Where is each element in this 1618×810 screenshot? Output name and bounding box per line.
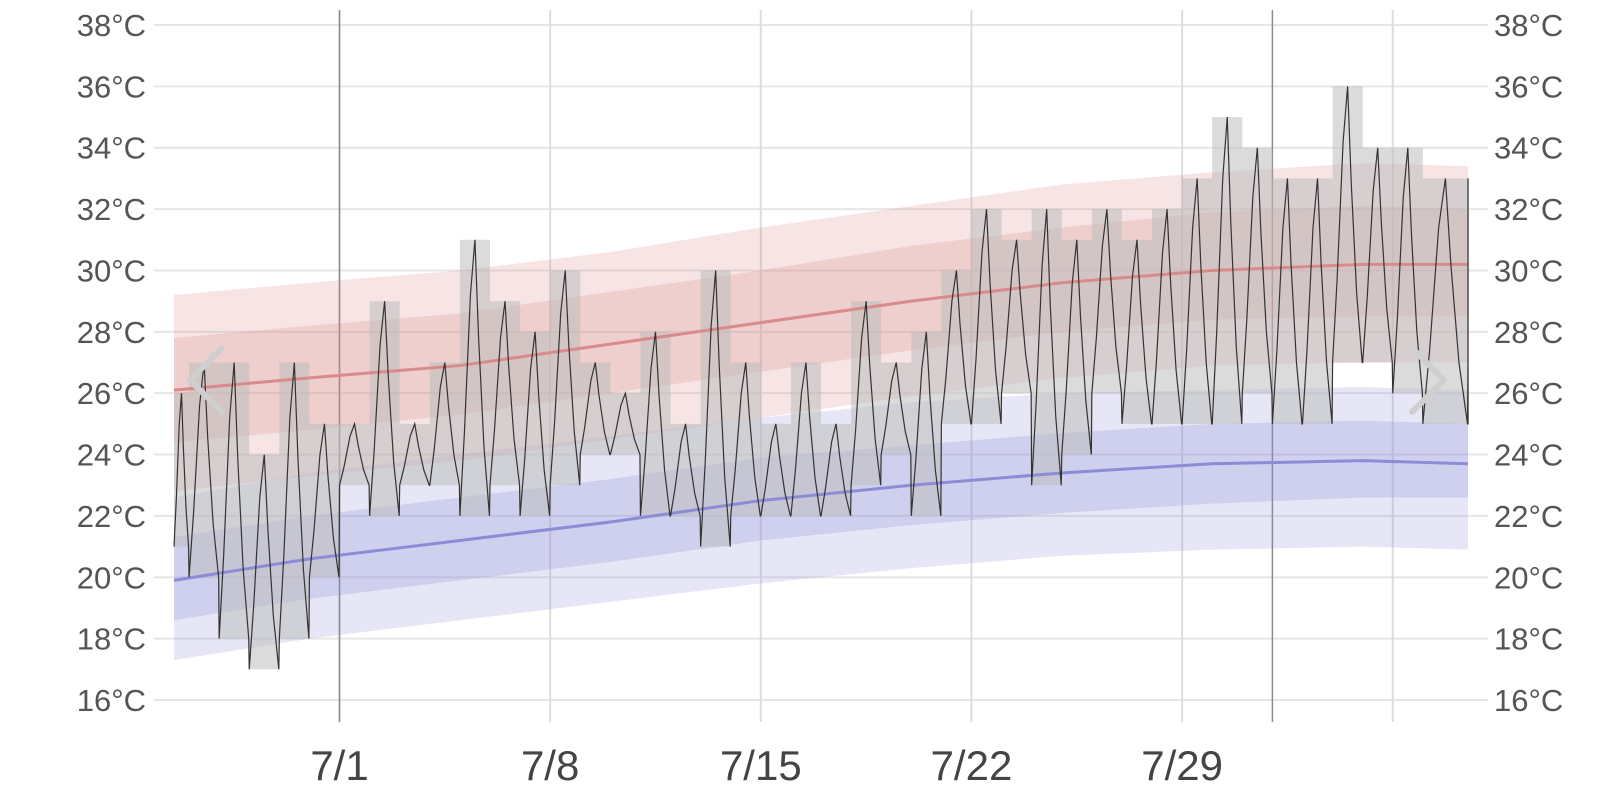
observed-day-range bbox=[670, 423, 701, 516]
observed-day-range bbox=[1061, 239, 1092, 455]
observed-day-range bbox=[1332, 86, 1363, 363]
next-button[interactable] bbox=[1409, 345, 1447, 415]
observed-day-range bbox=[309, 423, 340, 578]
observed-day-range bbox=[369, 301, 400, 516]
chevron-left-icon bbox=[187, 345, 225, 415]
y-tick-label-right: 20°C bbox=[1494, 560, 1563, 595]
y-tick-label-left: 16°C bbox=[77, 683, 146, 718]
observed-day-range bbox=[339, 423, 370, 486]
normal-low-inner-band bbox=[174, 420, 1468, 621]
observed-day-range bbox=[700, 270, 731, 547]
observed-day-range bbox=[219, 362, 250, 639]
observed-day-range bbox=[580, 362, 611, 455]
y-tick-label-left: 28°C bbox=[77, 315, 146, 350]
y-axis-right: 16°C 18°C 20°C 22°C 24°C 26°C 28°C 30°C 32°C 34°C… bbox=[1494, 8, 1563, 718]
observed-day-range bbox=[911, 331, 942, 516]
y-tick-label-left: 34°C bbox=[77, 131, 146, 166]
normal-low-mean-line bbox=[173, 459, 1469, 582]
observed-day-range bbox=[851, 301, 882, 486]
y-tick-label-right: 16°C bbox=[1494, 683, 1563, 718]
y-axis-left: 16°C 18°C 20°C 22°C 24°C 26°C 28°C 30°C 32°C 34°C… bbox=[77, 8, 146, 718]
y-tick-label-left: 36°C bbox=[77, 69, 146, 104]
y-tick-label-right: 36°C bbox=[1494, 69, 1563, 104]
observed-day-range bbox=[1001, 239, 1032, 394]
y-tick-label-left: 24°C bbox=[77, 438, 146, 473]
observed-day-range bbox=[399, 423, 430, 486]
y-tick-label-left: 22°C bbox=[77, 499, 146, 534]
observed-day-range bbox=[279, 362, 310, 639]
normal-high-mean-line bbox=[173, 262, 1468, 392]
x-tick-label: 7/8 bbox=[521, 742, 579, 789]
y-tick-label-right: 32°C bbox=[1494, 192, 1563, 227]
observed-day-range bbox=[174, 393, 190, 547]
prev-button[interactable] bbox=[187, 345, 225, 415]
observed-day-range bbox=[249, 454, 280, 670]
observed-day-range bbox=[760, 423, 791, 516]
y-tick-label-left: 38°C bbox=[77, 8, 146, 43]
observed-day-range bbox=[610, 393, 641, 455]
y-tick-label-right: 30°C bbox=[1494, 253, 1563, 288]
x-tick-label: 7/15 bbox=[720, 742, 802, 789]
y-tick-label-right: 18°C bbox=[1494, 622, 1563, 657]
y-tick-label-right: 22°C bbox=[1494, 499, 1563, 534]
observed-day-range bbox=[821, 423, 852, 516]
observed-day-range bbox=[459, 239, 490, 516]
observed-day-range bbox=[1091, 209, 1122, 394]
observed-day-range bbox=[881, 362, 912, 455]
observed-day-range bbox=[489, 301, 521, 486]
observed-day-range bbox=[1272, 178, 1303, 424]
observed-day-range bbox=[1182, 178, 1213, 424]
observed-day-range bbox=[1422, 178, 1468, 424]
x-tick-label: 7/22 bbox=[931, 742, 1013, 789]
y-tick-label-left: 32°C bbox=[77, 192, 146, 227]
y-tick-label-left: 20°C bbox=[77, 560, 146, 595]
observed-day-range bbox=[1031, 209, 1062, 486]
observed-day-range bbox=[550, 270, 581, 486]
y-tick-label-left: 18°C bbox=[77, 622, 146, 657]
observed-day-range bbox=[640, 331, 671, 516]
observed-day-range bbox=[429, 362, 460, 486]
observed-day-range bbox=[730, 362, 761, 516]
y-tick-label-right: 38°C bbox=[1494, 8, 1563, 43]
y-tick-label-left: 26°C bbox=[77, 376, 146, 411]
observed-day-range bbox=[971, 209, 1002, 424]
chart-lines bbox=[173, 86, 1469, 670]
y-tick-label-right: 26°C bbox=[1494, 376, 1563, 411]
observed-day-range bbox=[1152, 209, 1183, 424]
observed-day-range bbox=[1302, 178, 1333, 424]
y-tick-label-right: 28°C bbox=[1494, 315, 1563, 350]
observed-range bbox=[174, 86, 1469, 670]
observed-day-range bbox=[1362, 147, 1393, 363]
observed-day-range bbox=[520, 331, 551, 516]
x-tick-label: 7/1 bbox=[310, 742, 368, 789]
y-tick-label-right: 34°C bbox=[1494, 131, 1563, 166]
observed-temperature-line bbox=[173, 86, 1469, 670]
observed-day-range bbox=[790, 362, 821, 516]
y-tick-label-left: 30°C bbox=[77, 253, 146, 288]
x-tick-label: 7/29 bbox=[1141, 742, 1223, 789]
x-axis: 7/1 7/8 7/15 7/22 7/29 bbox=[310, 742, 1223, 789]
y-tick-label-right: 24°C bbox=[1494, 438, 1563, 473]
observed-day-range bbox=[1121, 239, 1153, 424]
chevron-right-icon bbox=[1409, 345, 1447, 415]
